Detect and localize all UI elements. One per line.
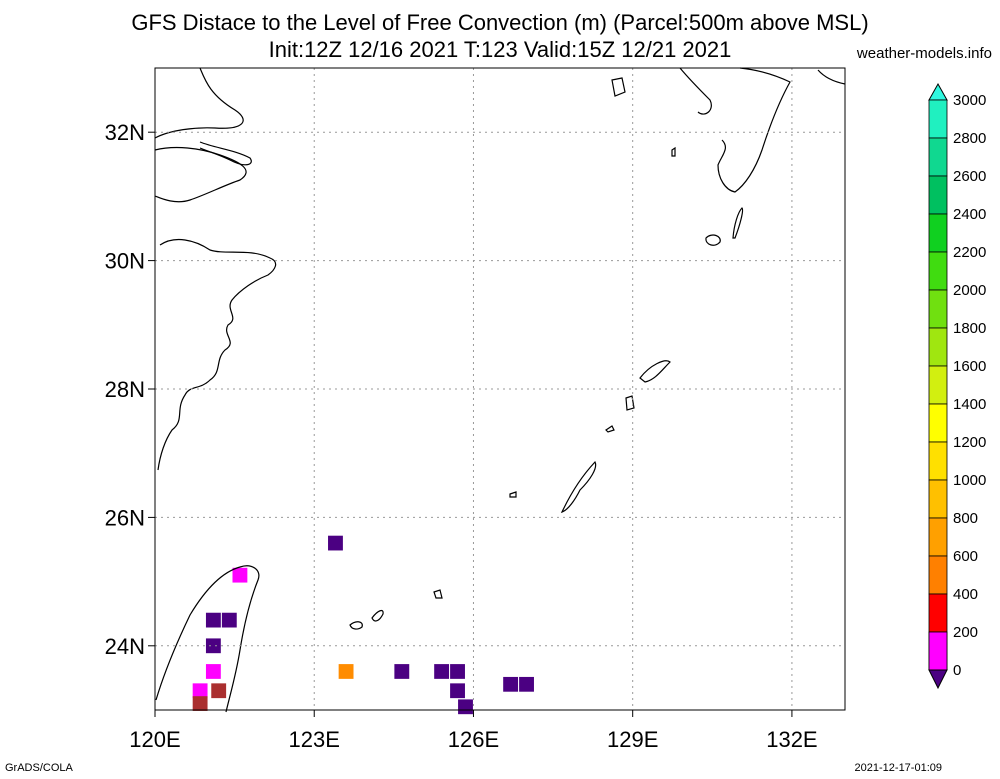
amami-island <box>639 360 671 383</box>
yangtze-estuary <box>199 141 252 166</box>
colorbar-segment <box>928 555 948 595</box>
lfc-cell <box>503 676 519 692</box>
taiwan-coastline <box>155 565 260 713</box>
lfc-cell <box>232 567 248 583</box>
colorbar-segment <box>928 251 948 291</box>
colorbar-label: 1000 <box>953 472 986 489</box>
kyushu-coastline <box>679 67 791 193</box>
lon-tick-label: 132E <box>766 727 817 752</box>
lfc-cell <box>519 676 534 692</box>
okinawa-island <box>560 460 597 514</box>
china-coastline <box>154 67 277 471</box>
lfc-cell <box>221 612 237 628</box>
axis-ticks: 120E 123E 126E 129E 132E 24N 26N 28N 30N 32N <box>105 120 818 752</box>
sea-coast-ne <box>817 69 846 85</box>
colorbar-label: 1800 <box>953 320 986 337</box>
lfc-cell <box>434 664 450 679</box>
colorbar-label: 3000 <box>953 92 986 109</box>
miyako-island <box>433 589 443 599</box>
yoron-island <box>605 425 615 433</box>
lfc-cell <box>394 664 410 679</box>
lon-tick-label: 129E <box>607 727 658 752</box>
lat-tick-label: 26N <box>105 505 145 530</box>
map-subtitle: Init:12Z 12/16 2021 T:123 Valid:15Z 12/2… <box>0 37 1000 63</box>
lfc-cell <box>211 683 227 699</box>
yakushima <box>705 234 721 246</box>
lat-lon-grid <box>155 68 845 710</box>
colorbar-label: 1200 <box>953 434 986 451</box>
map-title: GFS Distace to the Level of Free Convect… <box>131 10 869 35</box>
lfc-cell <box>328 535 343 551</box>
timestamp: 2021-12-17-01:09 <box>854 762 942 774</box>
colorbar-segment <box>928 479 948 519</box>
lon-tick-label: 123E <box>289 727 340 752</box>
lat-tick-label: 28N <box>105 377 145 402</box>
colorbar-segment <box>928 99 948 139</box>
iriomote-island <box>349 621 363 630</box>
colorbar-segment <box>928 517 948 557</box>
lat-tick-label: 32N <box>105 120 145 145</box>
colorbar-segment <box>928 137 948 177</box>
colorbar-label: 2000 <box>953 282 986 299</box>
colorbar-label: 2600 <box>953 168 986 185</box>
colorbar-segment <box>928 403 948 443</box>
colorbar-label: 200 <box>953 624 978 641</box>
colorbar-segment <box>928 365 948 405</box>
lfc-cell <box>192 683 208 699</box>
tanegashima <box>732 207 744 239</box>
lat-tick-label: 30N <box>105 249 145 274</box>
colorbar-label: 1600 <box>953 358 986 375</box>
colorbar-label: 400 <box>953 586 978 603</box>
lfc-cell <box>450 664 465 679</box>
colorbar-label: 2200 <box>953 244 986 261</box>
colorbar-label: 0 <box>953 662 961 679</box>
lfc-cell <box>205 612 221 628</box>
colorbar-segment <box>928 441 948 481</box>
lon-tick-label: 120E <box>129 727 180 752</box>
koshiki-island <box>611 77 626 97</box>
yonaguni-island <box>671 146 676 157</box>
colorbar-bottom-arrow <box>928 669 948 690</box>
colorbar-segment <box>928 289 948 329</box>
lfc-cell <box>458 699 473 715</box>
okinoerabu-island <box>625 395 635 411</box>
colorbar-label: 2800 <box>953 130 986 147</box>
init-valid-text: Init:12Z 12/16 2021 T:123 Valid:15Z 12/2… <box>268 37 732 62</box>
coastlines <box>154 67 846 713</box>
ishigaki-island <box>371 609 384 622</box>
lfc-cell <box>192 696 208 711</box>
lfc-shaded-cells <box>192 535 534 715</box>
colorbar-top-arrow <box>928 82 948 101</box>
colorbar-segment <box>928 593 948 633</box>
software-credit: GrADS/COLA <box>5 762 73 774</box>
colorbar-segment <box>928 327 948 367</box>
colorbar-label: 1400 <box>953 396 986 413</box>
site-label[interactable]: weather-models.info <box>856 45 992 62</box>
colorbar: 3000280026002400220020001800160014001200… <box>928 82 986 690</box>
lat-tick-label: 24N <box>105 634 145 659</box>
colorbar-segment <box>928 631 948 671</box>
colorbar-segment <box>928 175 948 215</box>
kume-island <box>509 491 517 498</box>
colorbar-label: 800 <box>953 510 978 527</box>
colorbar-segment <box>928 213 948 253</box>
lfc-cell <box>205 638 221 654</box>
lfc-cell <box>450 683 465 699</box>
colorbar-label: 600 <box>953 548 978 565</box>
lon-tick-label: 126E <box>448 727 499 752</box>
colorbar-label: 2400 <box>953 206 986 223</box>
lfc-cell <box>338 664 354 679</box>
lfc-cell <box>205 664 221 679</box>
